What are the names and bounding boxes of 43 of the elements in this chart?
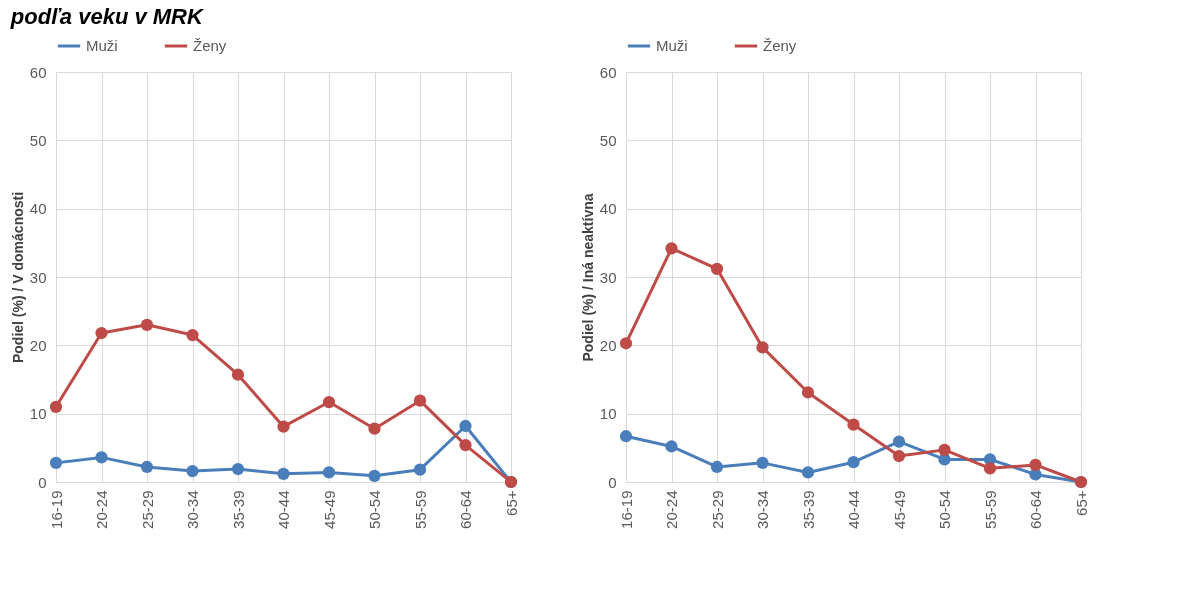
x-tick-label: 35-39 [229, 490, 247, 529]
x-tick-label: 20-24 [663, 490, 680, 529]
y-tick-label: 50 [599, 131, 617, 149]
y-tick-label: 60 [29, 63, 47, 81]
chart-title: podľa veku v MRK [9, 3, 206, 29]
x-tick-label: 16-19 [617, 490, 635, 529]
x-tick-label: 25-29 [708, 490, 726, 529]
y-axis-title: Podiel (%) / Iná neaktívna [579, 193, 596, 362]
x-tick-label: 35-39 [799, 490, 817, 529]
x-tick-label: 30-34 [754, 490, 771, 529]
x-tick-label: 40-44 [845, 490, 862, 529]
y-tick-label: 40 [599, 200, 617, 218]
x-tick-label: 45-49 [320, 490, 338, 529]
legend-label: Muži [656, 37, 688, 54]
y-tick-label: 10 [29, 405, 47, 423]
y-tick-label: 40 [29, 200, 47, 218]
x-tick-label: 60-64 [1027, 490, 1044, 529]
legend-label: Ženy [193, 37, 227, 54]
x-tick-label: 16-19 [47, 490, 65, 529]
x-tick-label: 60-64 [457, 490, 474, 529]
x-tick-label: 65+ [1072, 490, 1090, 516]
x-tick-label: 45-49 [890, 490, 908, 529]
x-tick-label: 55-59 [411, 490, 429, 529]
x-tick-label: 50-54 [366, 490, 383, 529]
x-tick-label: 25-29 [138, 490, 156, 529]
x-tick-label: 40-44 [275, 490, 292, 529]
y-tick-label: 60 [599, 63, 617, 81]
x-tick-label: 20-24 [93, 490, 110, 529]
y-tick-label: 0 [38, 473, 47, 491]
legend-label: Ženy [763, 37, 797, 54]
x-tick-label: 30-34 [184, 490, 201, 529]
y-tick-label: 10 [599, 405, 617, 423]
x-tick-label: 65+ [502, 490, 520, 516]
x-tick-label: 55-59 [981, 490, 999, 529]
y-tick-label: 20 [29, 336, 47, 354]
y-tick-label: 30 [29, 268, 47, 286]
x-tick-label: 50-54 [936, 490, 953, 529]
y-tick-label: 20 [599, 336, 617, 354]
y-axis-title: Podiel (%) / V domácnosti [9, 191, 26, 364]
y-tick-label: 0 [608, 473, 617, 491]
legend-label: Muži [86, 37, 118, 54]
y-tick-label: 30 [599, 268, 617, 286]
y-tick-label: 50 [29, 131, 47, 149]
